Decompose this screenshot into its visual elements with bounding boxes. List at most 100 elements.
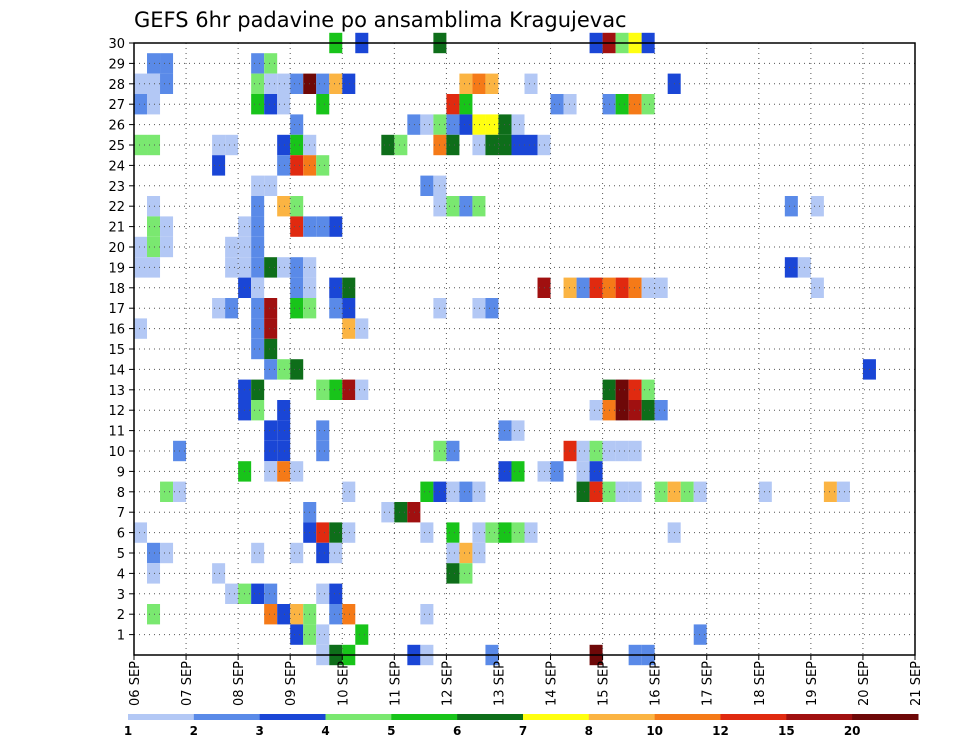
legend-label: 7 [519, 724, 527, 738]
precip-cell [446, 134, 460, 156]
precip-cell [251, 400, 265, 421]
precip-cell [329, 522, 343, 543]
precip-cell [459, 481, 473, 502]
precip-cell [563, 94, 577, 115]
precip-cell [472, 134, 486, 156]
precip-cell [316, 522, 330, 543]
precip-cell [160, 542, 174, 564]
precip-cell [264, 257, 278, 278]
precip-cell [342, 73, 356, 94]
precip-cell [511, 461, 525, 482]
precip-cell [264, 53, 278, 74]
x-tick-label: 11 SEP [388, 661, 403, 706]
precip-cell [264, 318, 278, 339]
precip-cell [420, 175, 434, 196]
x-tick-label: 12 SEP [440, 661, 455, 706]
x-axis-ticks: 06 SEP 07 SEP 08 SEP 09 SEP 10 SEP 11 SEP 12 S… [128, 655, 924, 706]
precip-cell [277, 461, 291, 482]
precip-cell [290, 624, 304, 645]
legend-swatch [588, 714, 656, 720]
precip-cell [212, 298, 226, 319]
precip-cell [212, 563, 226, 584]
precip-cell [251, 298, 265, 319]
y-tick-label: 4 [117, 567, 125, 582]
precip-cell [147, 53, 161, 74]
precip-cell [342, 379, 356, 400]
precip-cell [329, 73, 343, 94]
precip-cell [459, 542, 473, 564]
precip-cell [485, 522, 499, 543]
precip-cell [277, 359, 291, 380]
y-tick-label: 14 [108, 363, 125, 378]
legend-label: 12 [712, 724, 729, 738]
precip-cell [329, 216, 343, 237]
precip-cell [147, 542, 161, 564]
precip-cell [628, 400, 642, 421]
precip-cell [420, 114, 434, 135]
legend-label: 5 [387, 724, 395, 738]
precip-cell [446, 563, 460, 584]
precip-cell [459, 73, 473, 94]
y-tick-label: 8 [117, 486, 125, 501]
precip-cell [277, 400, 291, 421]
precip-cell [342, 522, 356, 543]
precip-cell [550, 94, 564, 115]
y-tick-label: 29 [108, 57, 125, 72]
precip-cell [511, 522, 525, 543]
legend-swatch [786, 714, 853, 720]
precip-cell [290, 542, 304, 564]
x-tick-label: 15 SEP [597, 661, 612, 706]
y-tick-label: 22 [108, 200, 125, 215]
precip-cell [147, 73, 161, 94]
precip-cell [524, 134, 538, 156]
precip-cell [290, 73, 304, 94]
precip-cell [628, 94, 642, 115]
legend-swatch [259, 714, 326, 720]
precip-cell [407, 502, 421, 523]
precip-cell [654, 481, 668, 502]
precip-cell [576, 277, 590, 298]
legend-label: 8 [585, 724, 593, 738]
precip-cell [758, 481, 772, 502]
precip-cell [251, 542, 265, 564]
precip-cell [290, 196, 304, 217]
precip-cell [134, 522, 148, 543]
precip-cell [277, 196, 291, 217]
precip-cell [472, 481, 486, 502]
x-tick-label: 08 SEP [232, 661, 247, 706]
precip-cell [277, 257, 291, 278]
precip-cell [472, 522, 486, 543]
precip-cell [290, 461, 304, 482]
x-tick-label: 09 SEP [284, 661, 299, 706]
precip-cell [329, 379, 343, 400]
precip-cell [251, 94, 265, 115]
precip-cell [420, 522, 434, 543]
y-tick-label: 11 [108, 425, 125, 440]
precip-cell [654, 277, 668, 298]
precip-cell [147, 604, 161, 625]
precip-cell [225, 257, 239, 278]
precip-cell [459, 563, 473, 584]
y-tick-label: 17 [108, 302, 125, 317]
precip-cell [615, 379, 629, 400]
precip-cell [290, 277, 304, 298]
y-tick-label: 24 [108, 159, 125, 174]
y-tick-label: 10 [108, 445, 125, 460]
precip-cell [329, 583, 343, 604]
y-tick-label: 5 [117, 547, 125, 562]
y-tick-label: 30 [108, 37, 125, 52]
precip-cell [277, 420, 291, 441]
precip-cell [511, 134, 525, 156]
x-tick-label: 14 SEP [545, 661, 560, 706]
precip-cell [615, 277, 629, 298]
precip-cell [589, 461, 603, 482]
precip-cell [446, 542, 460, 564]
precip-cell [459, 114, 473, 135]
precip-cell [147, 216, 161, 237]
x-tick-label: 20 SEP [857, 661, 872, 706]
precip-cell [264, 461, 278, 482]
x-tick-label: 18 SEP [753, 661, 768, 706]
precip-cell [394, 502, 408, 523]
precip-cell [589, 440, 603, 462]
precip-cell [420, 481, 434, 502]
